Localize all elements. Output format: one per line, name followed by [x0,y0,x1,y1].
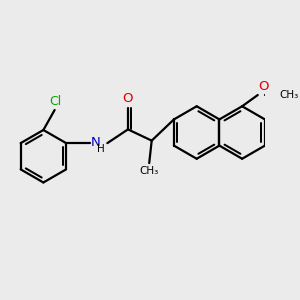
Text: O: O [123,92,133,105]
Text: Cl: Cl [49,95,62,108]
Text: N: N [91,136,100,149]
Text: H: H [97,144,105,154]
Text: CH₃: CH₃ [280,90,299,100]
Text: O: O [258,80,269,93]
Text: CH₃: CH₃ [140,166,159,176]
